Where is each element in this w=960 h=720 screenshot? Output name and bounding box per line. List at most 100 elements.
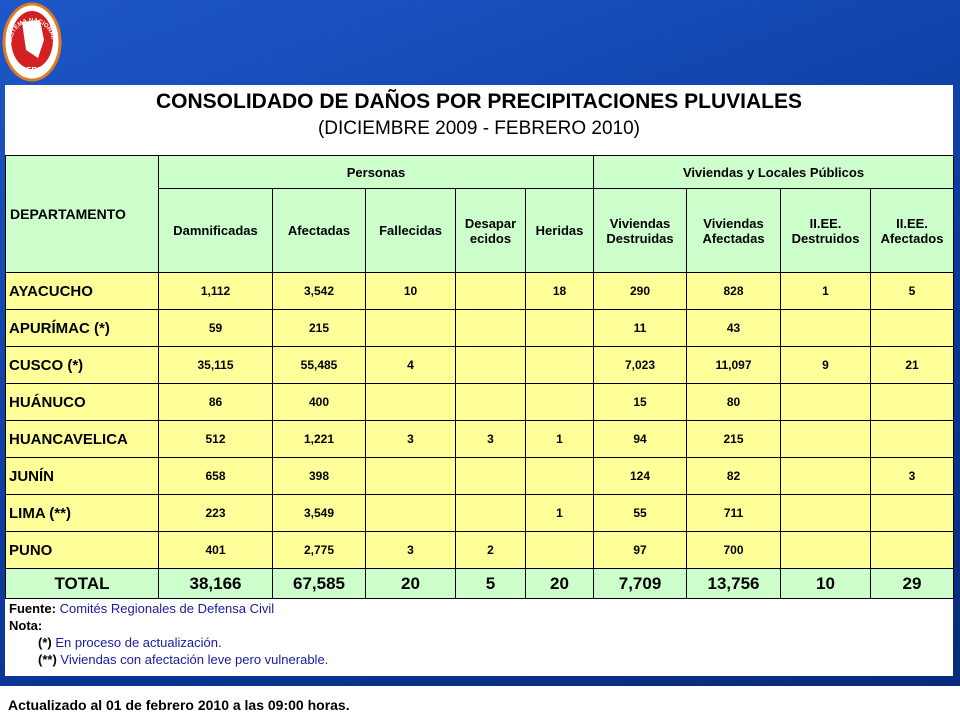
table-row: PUNO 401 2,775 3 2 97 700: [5, 531, 955, 569]
table-cell: 215: [686, 420, 782, 458]
table-cell: Afectadas: [272, 188, 366, 273]
table-cell: [780, 494, 872, 532]
note-text: Viviendas con afectación leve pero vulne…: [60, 652, 329, 667]
table-cell: 3: [365, 420, 456, 458]
table-row: CUSCO (*) 35,115 55,485 4 7,023 11,097 9 21: [5, 346, 955, 384]
table-cell: PUNO: [5, 531, 159, 569]
table-cell: 2: [455, 531, 526, 569]
table-cell: 1: [524, 494, 595, 532]
table-cell: 18: [524, 272, 595, 310]
table-cell: 1,221: [272, 420, 366, 458]
table-row: HUÁNUCO 86 400 15 80: [5, 383, 955, 421]
notes: Fuente: Comités Regionales de Defensa Ci…: [9, 600, 328, 668]
table-cell: 43: [686, 309, 782, 347]
table-cell: JUNÍN: [5, 457, 159, 495]
table-cell: Damnificadas: [158, 188, 273, 273]
table-cell: Viviendas Destruidas: [593, 188, 688, 273]
table-cell: [455, 457, 526, 495]
table-cell: 7,709: [593, 568, 688, 599]
table-cell: 711: [686, 494, 782, 532]
table-cell: 400: [272, 383, 366, 421]
table-cell: [870, 531, 955, 569]
table-cell: 10: [780, 568, 872, 599]
table-cell: 67,585: [272, 568, 366, 599]
table-cell: 20: [365, 568, 456, 599]
table-cell: 223: [158, 494, 273, 532]
table-cell: [365, 457, 456, 495]
table-cell: 215: [272, 309, 366, 347]
table-cell: 3: [870, 457, 955, 495]
table-cell: 1: [524, 420, 595, 458]
table-cell: 97: [593, 531, 688, 569]
table-cell: 55: [593, 494, 688, 532]
table-cell: Viviendas y Locales Públicos: [593, 155, 955, 189]
table-cell: 55,485: [272, 346, 366, 384]
table-cell: 20: [524, 568, 595, 599]
table-cell: Fallecidas: [365, 188, 456, 273]
table-cell: 3: [455, 420, 526, 458]
table-cell: 86: [158, 383, 273, 421]
table-cell: CUSCO (*): [5, 346, 159, 384]
table-cell: APURÍMAC (*): [5, 309, 159, 347]
table-cell: 3: [365, 531, 456, 569]
note-mark: (*): [38, 635, 52, 650]
table-cell: 59: [158, 309, 273, 347]
table-cell: 5: [455, 568, 526, 599]
table-cell: [780, 383, 872, 421]
table-cell: [780, 457, 872, 495]
table-cell: 11: [593, 309, 688, 347]
table-cell: Heridas: [524, 188, 595, 273]
footer-bar: Actualizado al 01 de febrero 2010 a las …: [0, 686, 960, 720]
logo: SISTEMA NACIONAL DE DEFENSA CIVIL PERU: [0, 0, 62, 82]
table-row: TOTAL 38,166 67,585 20 5 20 7,709 13,756 10 29: [5, 568, 955, 599]
note-label: Nota:: [9, 618, 43, 633]
table-cell: [455, 309, 526, 347]
table-row: LIMA (**) 223 3,549 1 55 711: [5, 494, 955, 532]
table-cell: 398: [272, 457, 366, 495]
table-cell: 3,542: [272, 272, 366, 310]
source-label: Fuente:: [9, 601, 56, 616]
table-cell: HUANCAVELICA: [5, 420, 159, 458]
table-cell: [455, 346, 526, 384]
table-cell: Personas: [157, 155, 595, 189]
table-row: Damnificadas Afectadas Fallecidas Desapar e…: [6, 188, 955, 273]
table-cell: 828: [686, 272, 782, 310]
table-cell: 1,112: [158, 272, 273, 310]
table-row: JUNÍN 658 398 124 82 3: [5, 457, 955, 495]
source: Comités Regionales de Defensa Civil: [59, 601, 275, 616]
table-cell: 35,115: [158, 346, 273, 384]
table-cell: [780, 531, 872, 569]
table-cell: 82: [686, 457, 782, 495]
table-cell: 401: [158, 531, 273, 569]
table-cell: [870, 494, 955, 532]
table-cell: 13,756: [686, 568, 782, 599]
table-cell: Desapar ecidos: [455, 188, 526, 273]
note-mark: (**): [38, 652, 57, 667]
table-cell: 700: [686, 531, 782, 569]
table-cell: [524, 383, 595, 421]
table-cell: 658: [158, 457, 273, 495]
table-cell: [524, 531, 595, 569]
table-cell: [455, 383, 526, 421]
damage-table: DEPARTAMENTO Personas Viviendas y Locales …: [5, 155, 955, 599]
table-cell: 2,775: [272, 531, 366, 569]
table-row: APURÍMAC (*) 59 215 11 43: [5, 309, 955, 347]
table-cell: 124: [593, 457, 688, 495]
note-item: (**) Viviendas con afectación leve pero …: [9, 651, 328, 668]
table-cell: 80: [686, 383, 782, 421]
table-cell: [365, 494, 456, 532]
table-cell: [870, 383, 955, 421]
table-cell: 10: [365, 272, 456, 310]
table-cell: 94: [593, 420, 688, 458]
table-cell: 38,166: [158, 568, 273, 599]
table-cell: [780, 420, 872, 458]
table-cell: TOTAL: [5, 568, 159, 599]
table-cell: LIMA (**): [5, 494, 159, 532]
table-cell: 11,097: [686, 346, 782, 384]
table-cell: [455, 272, 526, 310]
table-cell: [870, 420, 955, 458]
table-cell: 29: [870, 568, 955, 599]
table-cell: [365, 309, 456, 347]
table-cell: [780, 309, 872, 347]
